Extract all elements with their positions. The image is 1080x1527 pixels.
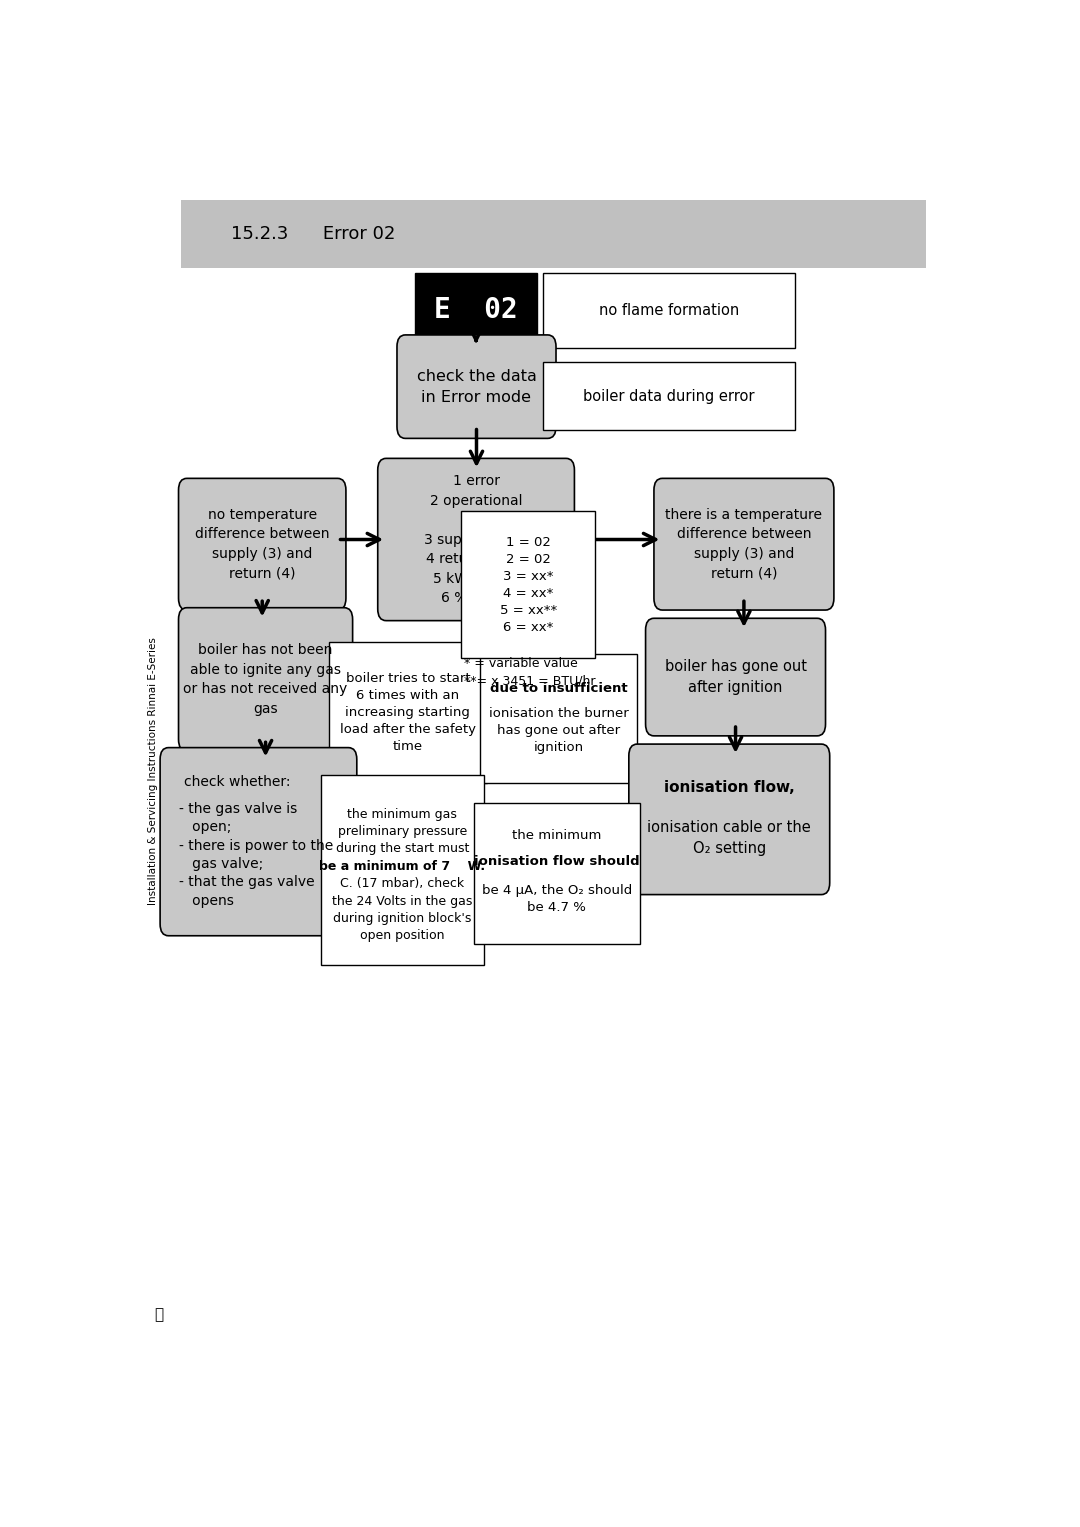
Text: ionisation cable or the
O₂ setting: ionisation cable or the O₂ setting — [647, 820, 811, 857]
Text: preliminary pressure: preliminary pressure — [338, 825, 467, 838]
Text: C. (17 mbar), check: C. (17 mbar), check — [340, 876, 464, 890]
FancyBboxPatch shape — [474, 803, 639, 944]
Text: during ignition block's: during ignition block's — [334, 912, 472, 925]
FancyBboxPatch shape — [329, 641, 486, 783]
FancyBboxPatch shape — [160, 748, 356, 936]
FancyBboxPatch shape — [416, 273, 537, 348]
Text: be a minimum of 7    W.: be a minimum of 7 W. — [320, 860, 486, 873]
FancyBboxPatch shape — [178, 478, 346, 611]
FancyBboxPatch shape — [646, 618, 825, 736]
Text: * = variable value
**= x 3451 = BTU/hr: * = variable value **= x 3451 = BTU/hr — [464, 657, 595, 687]
Text: boiler data during error: boiler data during error — [583, 388, 755, 403]
Text: 1 error
2 operational
   status
3 supply temp.
4 return temp.
5 kW burner
6 % pu: 1 error 2 operational status 3 supply te… — [424, 473, 528, 605]
FancyBboxPatch shape — [461, 512, 595, 658]
FancyBboxPatch shape — [543, 362, 795, 431]
Text: - the gas valve is
   open;
- there is power to the
   gas valve;
- that the gas: - the gas valve is open; - there is powe… — [178, 802, 333, 909]
Text: ionisation flow,: ionisation flow, — [664, 780, 795, 796]
Text: during the start must: during the start must — [336, 843, 469, 855]
Text: be 4 μA, the O₂ should
be 4.7 %: be 4 μA, the O₂ should be 4.7 % — [482, 884, 632, 915]
Text: the minimum: the minimum — [512, 829, 602, 843]
Text: ionisation flow should: ionisation flow should — [474, 855, 639, 869]
Text: the minimum gas: the minimum gas — [348, 808, 457, 820]
FancyBboxPatch shape — [181, 200, 926, 267]
Text: boiler has gone out
after ignition: boiler has gone out after ignition — [664, 660, 807, 695]
Text: check whether:: check whether: — [184, 776, 291, 789]
Text: 1 = 02
2 = 02
3 = xx*
4 = xx*
5 = xx**
6 = xx*: 1 = 02 2 = 02 3 = xx* 4 = xx* 5 = xx** 6… — [500, 536, 557, 634]
Text: no flame formation: no flame formation — [599, 302, 739, 318]
Text: due to insufficient: due to insufficient — [489, 683, 627, 695]
Text: the 24 Volts in the gas: the 24 Volts in the gas — [333, 895, 473, 907]
Text: boiler tries to start
6 times with an
increasing starting
load after the safety
: boiler tries to start 6 times with an in… — [340, 672, 476, 753]
FancyBboxPatch shape — [378, 458, 575, 620]
Text: ⎕: ⎕ — [153, 1307, 163, 1322]
Text: Installation & Servicing Instructions Rinnai E-Series: Installation & Servicing Instructions Ri… — [148, 637, 159, 906]
Text: there is a temperature
difference between
supply (3) and
return (4): there is a temperature difference betwee… — [665, 508, 822, 580]
FancyBboxPatch shape — [653, 478, 834, 611]
Text: E  02: E 02 — [434, 296, 518, 324]
FancyBboxPatch shape — [480, 654, 637, 783]
FancyBboxPatch shape — [629, 744, 829, 895]
Text: ionisation the burner
has gone out after
ignition: ionisation the burner has gone out after… — [488, 707, 629, 754]
FancyBboxPatch shape — [397, 334, 556, 438]
Text: check the data
in Error mode: check the data in Error mode — [417, 368, 537, 405]
Text: 15.2.3      Error 02: 15.2.3 Error 02 — [231, 224, 395, 243]
Text: no temperature
difference between
supply (3) and
return (4): no temperature difference between supply… — [195, 508, 329, 580]
Text: open position: open position — [360, 930, 445, 942]
FancyBboxPatch shape — [543, 273, 795, 348]
FancyBboxPatch shape — [321, 774, 484, 965]
FancyBboxPatch shape — [178, 608, 352, 751]
Text: boiler has not been
able to ignite any gas
or has not received any
gas: boiler has not been able to ignite any g… — [184, 643, 348, 716]
